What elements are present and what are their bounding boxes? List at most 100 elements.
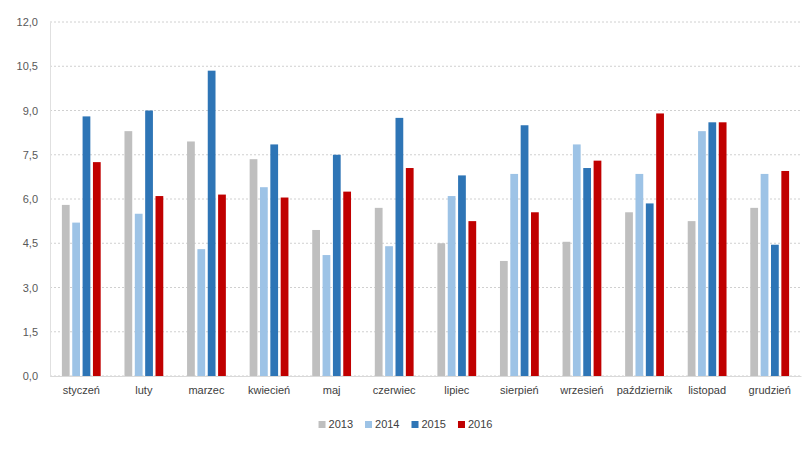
legend-swatch — [458, 421, 465, 428]
bar — [323, 255, 331, 376]
x-tick: sierpień — [500, 376, 539, 396]
bar — [406, 168, 414, 376]
legend-swatch — [412, 421, 419, 428]
bars — [62, 71, 789, 376]
x-tick-label: maj — [323, 384, 341, 396]
bar — [343, 192, 351, 376]
series — [83, 71, 779, 376]
legend-swatch — [365, 421, 372, 428]
bar — [448, 196, 456, 376]
y-axis-line — [50, 23, 51, 377]
bar — [197, 249, 205, 376]
x-tick-label: listopad — [688, 384, 726, 396]
bar — [260, 187, 268, 376]
x-tick-label: lipiec — [444, 384, 470, 396]
grid-line — [50, 154, 801, 155]
bar — [594, 161, 602, 376]
x-tick-label: marzec — [188, 384, 225, 396]
series — [62, 131, 758, 376]
bar — [531, 212, 539, 376]
grid-line — [50, 110, 801, 111]
y-tick: 12,0 — [17, 16, 50, 28]
legend-item: 2014 — [365, 418, 399, 430]
bar — [145, 111, 153, 377]
bar — [646, 203, 654, 376]
series — [93, 113, 789, 376]
x-tick-label: sierpień — [500, 384, 539, 396]
bar — [187, 141, 195, 376]
y-tick: 9,0 — [23, 105, 50, 117]
bar — [270, 144, 278, 376]
bar — [385, 246, 393, 376]
grid-line — [50, 22, 801, 23]
y-tick-label: 4,5 — [23, 237, 38, 249]
bar — [62, 205, 70, 376]
x-tick-label: grudzień — [749, 384, 791, 396]
legend-label: 2015 — [422, 418, 446, 430]
bar — [250, 159, 258, 376]
x-tick-label: styczeń — [63, 384, 100, 396]
y-axis: 0,0 1,5 3,0 4,5 6,0 7,5 9,0 10,5 12,0 — [17, 16, 51, 382]
x-tick: maj — [323, 376, 341, 396]
legend-swatch — [319, 421, 326, 428]
bar — [135, 214, 143, 376]
bar — [281, 198, 289, 376]
y-tick: 3,0 — [23, 282, 50, 294]
bar — [521, 125, 529, 376]
bar — [771, 245, 779, 376]
bar — [708, 122, 716, 376]
y-tick-label: 12,0 — [17, 16, 38, 28]
x-tick: listopad — [688, 376, 726, 396]
x-tick: kwiecień — [248, 376, 290, 396]
x-tick: grudzień — [749, 376, 791, 396]
x-axis-line — [51, 376, 802, 377]
bar — [375, 208, 383, 376]
bar — [563, 242, 571, 376]
bar — [72, 223, 80, 376]
y-tick: 1,5 — [23, 326, 50, 338]
series — [72, 131, 768, 376]
bar — [124, 131, 132, 376]
plot: 0,0 1,5 3,0 4,5 6,0 7,5 9,0 10,5 12,0 styczeń luty… — [17, 16, 802, 396]
bar — [510, 174, 518, 376]
bar — [156, 196, 164, 376]
legend: 2013 2014 2015 2016 — [319, 418, 493, 430]
grid — [50, 22, 801, 376]
x-tick: marzec — [188, 376, 225, 396]
bar — [656, 113, 664, 376]
bar — [781, 171, 789, 376]
y-tick: 6,0 — [23, 193, 50, 205]
chart: 0,0 1,5 3,0 4,5 6,0 7,5 9,0 10,5 12,0 styczeń luty… — [0, 0, 811, 450]
bar — [688, 221, 696, 376]
legend-label: 2014 — [375, 418, 399, 430]
x-tick-label: wrzesień — [559, 384, 603, 396]
y-tick-label: 3,0 — [23, 282, 38, 294]
bar — [698, 131, 706, 376]
x-tick: wrzesień — [559, 376, 603, 396]
y-tick-label: 1,5 — [23, 326, 38, 338]
bar — [83, 116, 91, 376]
legend-item: 2015 — [412, 418, 446, 430]
bar — [333, 155, 341, 376]
y-tick-label: 10,5 — [17, 60, 38, 72]
legend-item: 2016 — [458, 418, 492, 430]
legend-label: 2013 — [329, 418, 353, 430]
y-tick-label: 7,5 — [23, 149, 38, 161]
x-tick-label: październik — [617, 384, 673, 396]
x-tick-label: czerwiec — [373, 384, 416, 396]
x-tick: lipiec — [444, 376, 470, 396]
x-tick-label: kwiecień — [248, 384, 290, 396]
y-tick-label: 6,0 — [23, 193, 38, 205]
x-tick: styczeń — [63, 376, 100, 396]
x-axis: styczeń luty marzec kwiecień maj czerwiec lipi… — [51, 376, 802, 396]
legend-item: 2013 — [319, 418, 353, 430]
legend-label: 2016 — [468, 418, 492, 430]
bar — [500, 261, 508, 376]
y-tick: 10,5 — [17, 60, 50, 72]
bar — [750, 208, 758, 376]
grid-line — [50, 66, 801, 67]
bar — [437, 243, 445, 376]
bar — [573, 144, 581, 376]
y-tick: 0,0 — [23, 370, 50, 382]
x-tick-label: luty — [135, 384, 153, 396]
